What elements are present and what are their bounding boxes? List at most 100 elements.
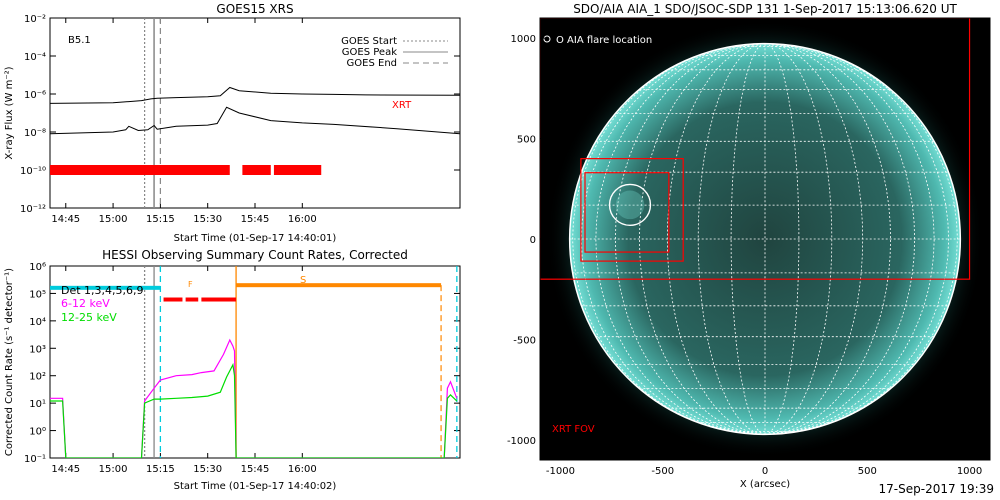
- aia-x-label: X (arcsec): [740, 479, 790, 490]
- goes-bars: [50, 165, 322, 175]
- y-tick-label: 10³: [29, 344, 46, 355]
- aia-title: SDO/AIA AIA_1 SDO/JSOC-SDP 131 1-Sep-201…: [573, 2, 957, 16]
- aia-x-tick-label: -500: [651, 466, 674, 477]
- y-tick-label: 10⁻⁴: [24, 52, 46, 63]
- x-tick-label: 15:45: [241, 464, 270, 475]
- hessi-series-1: [50, 362, 458, 458]
- goes-bar-0: [50, 165, 230, 175]
- goes-series-label-xrt: XRT: [392, 100, 412, 111]
- hessi-y-label: Corrected Count Rate (s⁻¹ detector⁻¹): [4, 268, 15, 456]
- goes-legend-label: GOES End: [347, 58, 397, 69]
- hessi-event-lines: [143, 266, 458, 458]
- x-tick-label: 15:45: [241, 214, 270, 225]
- aia-y-tick-label: 1000: [511, 34, 536, 45]
- hessi-series: [50, 338, 458, 458]
- aia-y-tick-label: 0: [530, 235, 536, 246]
- goes-series-1: [50, 106, 460, 135]
- x-tick-label: 14:45: [51, 214, 80, 225]
- goes-series: [50, 86, 460, 135]
- aia-fov-label: XRT FOV: [552, 424, 595, 435]
- hessi-flag-0: [50, 285, 161, 290]
- aia-overlays: [540, 18, 971, 280]
- y-tick-label: 10⁻⁸: [24, 128, 46, 139]
- hessi-title: HESSI Observing Summary Count Rates, Cor…: [102, 248, 408, 262]
- hessi-series-0: [50, 338, 458, 458]
- x-tick-label: 15:00: [99, 214, 128, 225]
- y-tick-label: 10⁻²: [24, 14, 46, 25]
- goes-title: GOES15 XRS: [216, 2, 293, 16]
- x-tick-label: 14:45: [51, 464, 80, 475]
- hessi-flag-red-1: [185, 297, 199, 302]
- aia-flare-location-label: O AIA flare location: [556, 35, 652, 46]
- hessi-legend-det: Det 1,3,4,5,6,9: [61, 284, 144, 297]
- meridian-line: [764, 43, 935, 435]
- goes-legend-label: GOES Peak: [342, 47, 397, 58]
- y-tick-label: 10⁻⁶: [24, 90, 46, 101]
- x-tick-label: 15:00: [99, 464, 128, 475]
- legend-circle-icon: [543, 35, 551, 43]
- y-tick-label: 10⁻¹⁰: [20, 166, 46, 177]
- hessi-legend-6-12: 6-12 keV: [61, 297, 110, 310]
- goes-y-axis: 10⁻¹² 10⁻¹⁰ 10⁻⁸ 10⁻⁶ 10⁻⁴ 10⁻²: [20, 14, 460, 215]
- goes-plot-frame: [49, 17, 461, 209]
- goes-y-label: X-ray Flux (W m⁻²): [4, 66, 15, 159]
- x-tick-label: 16:00: [288, 464, 317, 475]
- aia-y-axis: -1000 -500 0 500 1000: [507, 34, 546, 447]
- goes-bar-1: [242, 165, 271, 175]
- goes-bar-2: [273, 165, 322, 175]
- aia-heliographic-grid: [568, 42, 962, 436]
- hessi-flag-1: [236, 283, 442, 288]
- x-tick-label: 15:15: [146, 214, 175, 225]
- aia-x-axis: -1000 -500 0 500 1000: [546, 454, 982, 477]
- hessi-x-axis: 14:45 15:00 15:15 15:30 15:45 16:00: [51, 266, 317, 475]
- aia-y-tick-label: -500: [513, 335, 536, 346]
- goes-panel: GOES15 XRS B5.1 X-ray Flux (W m⁻²) Start…: [4, 2, 461, 244]
- goes-legend-label: GOES Start: [341, 36, 397, 47]
- flare-location-circle: [608, 183, 652, 227]
- goes-annotation: B5.1: [68, 35, 91, 46]
- y-tick-label: 10²: [29, 372, 46, 383]
- y-tick-label: 10⁶: [29, 262, 46, 273]
- aia-x-tick-label: 500: [858, 466, 877, 477]
- inner-box-1: [584, 172, 670, 253]
- goes-series-0: [50, 86, 460, 104]
- hessi-flag-red-2: [201, 297, 237, 302]
- flare-brightening: [615, 190, 645, 220]
- y-tick-label: 10⁻¹²: [20, 204, 46, 215]
- aia-solar-disk: [569, 43, 961, 435]
- hessi-flag-red-0: [163, 297, 183, 302]
- hessi-y-axis: 10⁻¹ 10⁰ 10¹ 10² 10³ 10⁴ 10⁵ 10⁶: [24, 262, 460, 465]
- meridian-line: [764, 43, 800, 435]
- meridian-line: [764, 43, 833, 435]
- y-tick-label: 10⁴: [29, 317, 46, 328]
- aia-panel: SDO/AIA AIA_1 SDO/JSOC-SDP 131 1-Sep-201…: [507, 2, 991, 490]
- x-tick-label: 16:00: [288, 214, 317, 225]
- aia-x-tick-label: -1000: [546, 466, 575, 477]
- aia-x-tick-label: 1000: [957, 466, 982, 477]
- hessi-x-label: Start Time (01-Sep-17 14:40:02): [174, 481, 337, 492]
- hessi-marker-f: F: [188, 280, 193, 289]
- aia-y-tick-label: -1000: [507, 436, 536, 447]
- goes-x-axis: 14:45 15:00 15:15 15:30 15:45 16:00: [51, 18, 317, 225]
- inner-box-0: [580, 158, 684, 262]
- hessi-marker-s: S: [300, 275, 306, 286]
- hessi-legend-12-25: 12-25 keV: [61, 311, 117, 324]
- timestamp: 17-Sep-2017 19:39: [878, 482, 994, 496]
- aia-x-tick-label: 0: [762, 466, 768, 477]
- xrt-fov-box: [540, 18, 971, 280]
- meridian-line: [638, 43, 766, 435]
- limb-line: [568, 42, 962, 436]
- y-tick-label: 10⁻¹: [24, 454, 46, 465]
- x-tick-label: 15:15: [146, 464, 175, 475]
- y-tick-label: 10¹: [29, 399, 46, 410]
- hessi-flag-bars: [50, 283, 442, 302]
- y-tick-label: 10⁰: [29, 427, 46, 438]
- goes-event-lines: [144, 18, 161, 208]
- x-tick-label: 15:30: [193, 214, 222, 225]
- aia-y-tick-label: 500: [517, 135, 536, 146]
- x-tick-label: 15:30: [193, 464, 222, 475]
- y-tick-label: 10⁵: [29, 289, 46, 300]
- goes-x-label: Start Time (01-Sep-17 14:40:01): [174, 233, 337, 244]
